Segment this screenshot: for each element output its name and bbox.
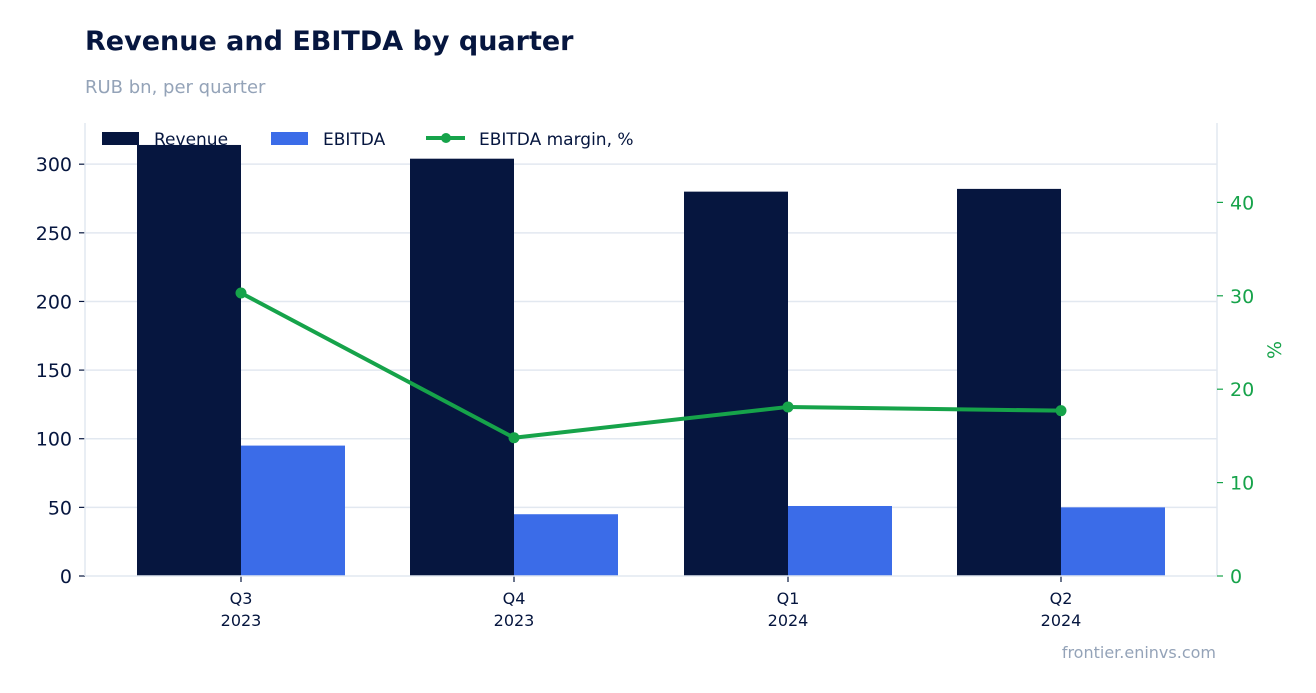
y-left-tick-label: 250 (36, 223, 72, 245)
x-tick-label-year: 2024 (1041, 611, 1082, 630)
bar-ebitda (241, 445, 345, 576)
legend-swatch-revenue (102, 132, 139, 145)
point-ebitda-margin (235, 287, 247, 299)
x-tick-label-year: 2024 (768, 611, 809, 630)
bar-ebitda (1061, 507, 1165, 576)
chart-subtitle: RUB bn, per quarter (85, 77, 266, 98)
x-tick-label-year: 2023 (494, 611, 535, 630)
series-line-ebitda-margin (240, 291, 1062, 440)
legend-marker-ebitda-margin (441, 133, 451, 143)
y-right-tick-label: 20 (1230, 379, 1254, 401)
bar-revenue (137, 144, 241, 577)
y-right-axis-label: % (1264, 341, 1286, 359)
x-tick-label-quarter: Q3 (230, 589, 253, 608)
chart-title: Revenue and EBITDA by quarter (85, 26, 574, 57)
y-left-tick-label: 100 (36, 429, 72, 451)
y-right-tick-label: 40 (1230, 192, 1254, 214)
legend-swatch-ebitda (271, 132, 308, 145)
y-right-tick-label: 10 (1230, 473, 1254, 495)
x-tick-label-year: 2023 (221, 611, 262, 630)
y-left-tick-label: 300 (36, 154, 72, 176)
bar-ebitda (514, 514, 618, 576)
bar-revenue (957, 188, 1061, 576)
legend-label-ebitda-margin: EBITDA margin, % (479, 130, 634, 150)
point-ebitda-margin (1055, 405, 1067, 417)
x-tick-label-quarter: Q4 (503, 589, 526, 608)
point-ebitda-margin (782, 401, 794, 413)
y-left-tick-label: 200 (36, 291, 72, 313)
legend-label-ebitda: EBITDA (323, 130, 386, 150)
x-tick-label-quarter: Q2 (1050, 589, 1073, 608)
y-left-tick-label: 50 (48, 497, 72, 519)
source-credit: frontier.eninvs.com (1061, 643, 1216, 662)
bar-revenue (684, 191, 788, 577)
x-tick-label-quarter: Q1 (777, 589, 800, 608)
point-ebitda-margin (508, 432, 520, 444)
y-left-tick-label: 150 (36, 360, 72, 382)
legend-label-revenue: Revenue (154, 130, 228, 150)
bar-ebitda (788, 505, 892, 576)
y-right-tick-label: 0 (1230, 566, 1242, 588)
y-right-tick-label: 30 (1230, 286, 1254, 308)
bar-revenue (410, 158, 514, 576)
y-left-tick-label: 0 (60, 566, 72, 588)
